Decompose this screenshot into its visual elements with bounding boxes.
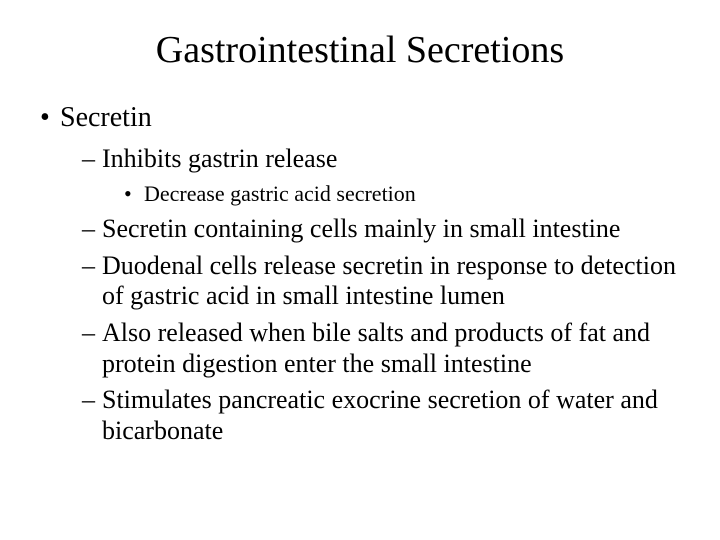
bullet-level2-duodenal: – Duodenal cells release secretin in res… xyxy=(40,251,680,312)
bullet-dash-icon: – xyxy=(82,214,95,245)
bullet-dash-icon: – xyxy=(82,318,95,349)
bullet-level1-secretin: • Secretin xyxy=(40,102,680,134)
bullet-level2-bile-salts: – Also released when bile salts and prod… xyxy=(40,318,680,379)
bullet-dash-icon: – xyxy=(82,144,95,175)
bullet-level3-text: Decrease gastric acid secretion xyxy=(144,181,416,206)
slide-title: Gastrointestinal Secretions xyxy=(40,28,680,72)
bullet-level2-text: Stimulates pancreatic exocrine secretion… xyxy=(102,385,658,445)
bullet-dash-icon: – xyxy=(82,385,95,416)
slide: Gastrointestinal Secretions • Secretin –… xyxy=(0,0,720,540)
bullet-dot-icon: • xyxy=(40,102,50,134)
bullet-dash-icon: – xyxy=(82,251,95,282)
bullet-level2-pancreatic: – Stimulates pancreatic exocrine secreti… xyxy=(40,385,680,446)
bullet-dot-icon: • xyxy=(124,181,132,206)
bullet-level3-decrease: • Decrease gastric acid secretion xyxy=(40,181,680,206)
bullet-level2-text: Inhibits gastrin release xyxy=(102,144,337,173)
bullet-level1-text: Secretin xyxy=(60,102,152,133)
bullet-level2-text: Secretin containing cells mainly in smal… xyxy=(102,214,620,243)
bullet-level2-inhibits: – Inhibits gastrin release xyxy=(40,144,680,175)
bullet-level2-containing-cells: – Secretin containing cells mainly in sm… xyxy=(40,214,680,245)
bullet-level2-text: Duodenal cells release secretin in respo… xyxy=(102,251,676,311)
bullet-level2-text: Also released when bile salts and produc… xyxy=(102,318,650,378)
